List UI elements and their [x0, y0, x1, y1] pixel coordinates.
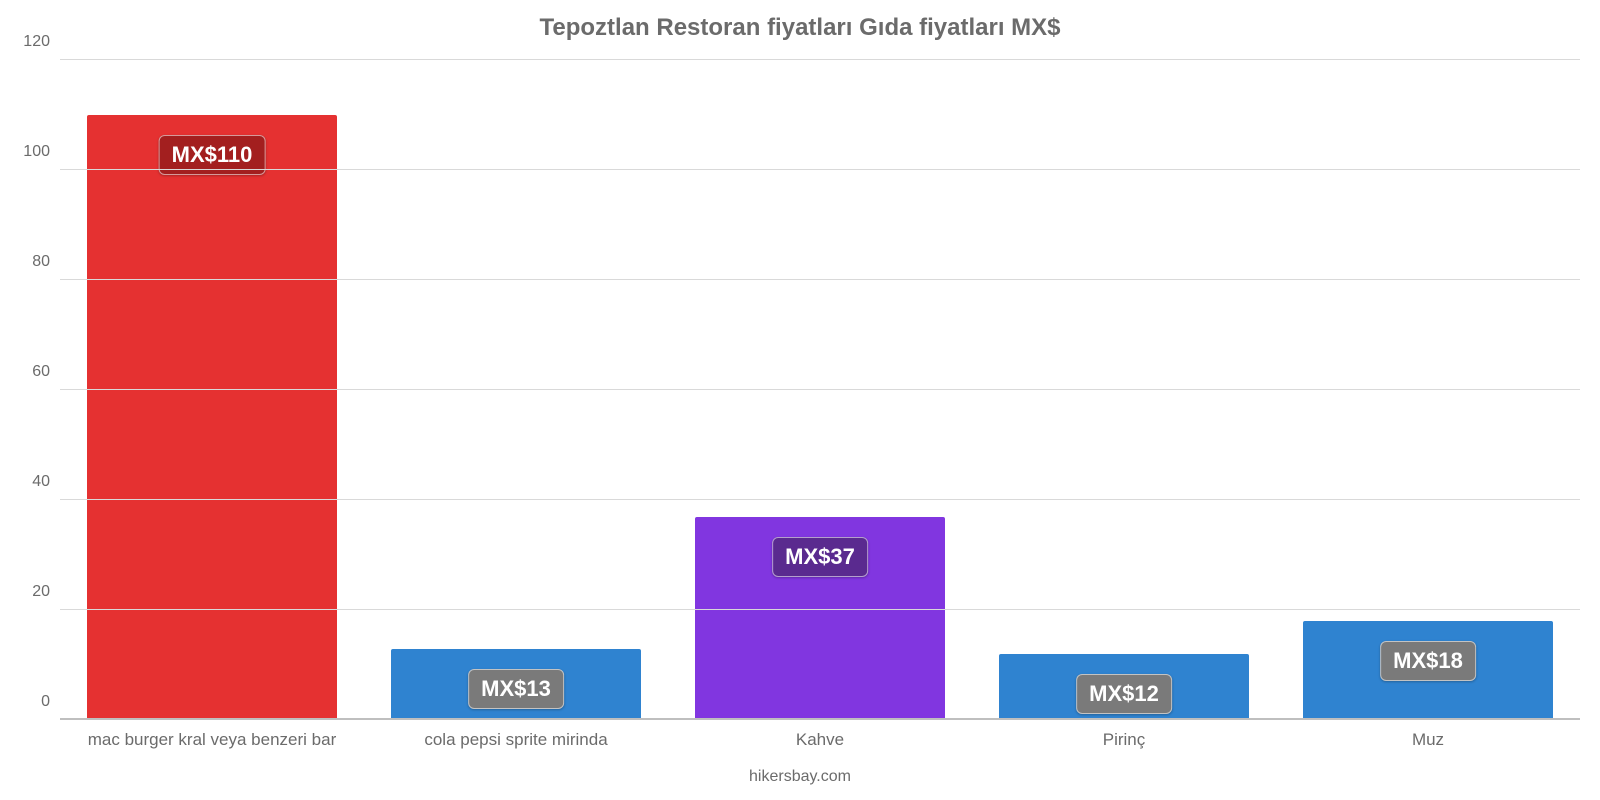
bar: MX$12: [999, 654, 1248, 720]
bar: MX$37: [695, 517, 944, 721]
chart-caption: hikersbay.com: [0, 768, 1600, 786]
y-axis-tick-label: 120: [23, 33, 50, 51]
grid-line: [60, 718, 1580, 720]
grid-line: [60, 279, 1580, 280]
y-axis-tick-label: 40: [32, 473, 50, 491]
x-axis-category-label: cola pepsi sprite mirinda: [364, 730, 668, 750]
x-axis-category-label: mac burger kral veya benzeri bar: [60, 730, 364, 750]
price-chart: Tepoztlan Restoran fiyatları Gıda fiyatl…: [0, 0, 1600, 800]
bar: MX$18: [1303, 621, 1552, 720]
bar-slot: MX$110mac burger kral veya benzeri bar: [60, 60, 364, 720]
y-axis-tick-label: 60: [32, 363, 50, 381]
value-badge: MX$37: [772, 537, 868, 577]
x-axis-category-label: Muz: [1276, 730, 1580, 750]
bar-slot: MX$12Pirinç: [972, 60, 1276, 720]
y-axis-tick-label: 20: [32, 583, 50, 601]
value-badge: MX$13: [468, 669, 564, 709]
bar-slot: MX$37Kahve: [668, 60, 972, 720]
value-badge: MX$18: [1380, 641, 1476, 681]
bar-slot: MX$18Muz: [1276, 60, 1580, 720]
grid-line: [60, 389, 1580, 390]
bar: MX$110: [87, 115, 336, 720]
x-axis-category-label: Pirinç: [972, 730, 1276, 750]
chart-title: Tepoztlan Restoran fiyatları Gıda fiyatl…: [0, 0, 1600, 42]
value-badge: MX$12: [1076, 674, 1172, 714]
bar: MX$13: [391, 649, 640, 721]
x-axis-category-label: Kahve: [668, 730, 972, 750]
grid-line: [60, 609, 1580, 610]
y-axis-tick-label: 0: [41, 693, 50, 711]
y-axis-tick-label: 100: [23, 143, 50, 161]
plot-area: MX$110mac burger kral veya benzeri barMX…: [60, 60, 1580, 720]
grid-line: [60, 499, 1580, 500]
bars-container: MX$110mac burger kral veya benzeri barMX…: [60, 60, 1580, 720]
grid-line: [60, 169, 1580, 170]
y-axis-tick-label: 80: [32, 253, 50, 271]
grid-line: [60, 59, 1580, 60]
bar-slot: MX$13cola pepsi sprite mirinda: [364, 60, 668, 720]
